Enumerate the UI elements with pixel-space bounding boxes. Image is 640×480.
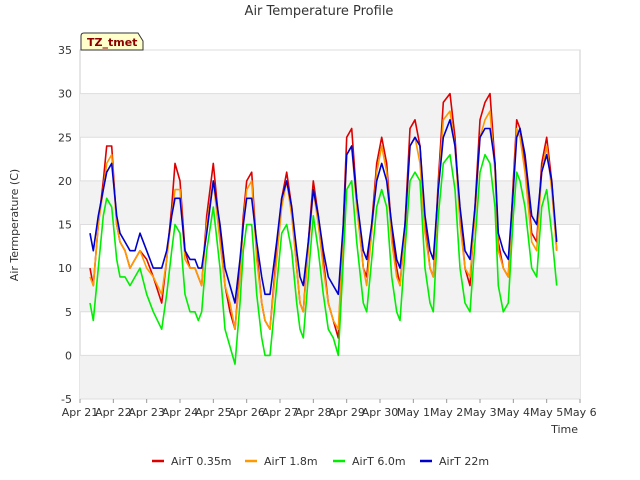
station-badge-label: TZ_tmet	[87, 36, 137, 49]
series-line-3	[89, 153, 558, 365]
x-tick-label: May 5	[530, 406, 563, 419]
y-tick-label: 25	[58, 131, 72, 144]
series-lines	[89, 92, 558, 365]
y-tick-label: 35	[58, 44, 72, 57]
legend: AirT 0.35m AirT 1.8m AirT 6.0m AirT 22m	[152, 455, 489, 468]
plot-background	[79, 49, 581, 400]
legend-item-4: AirT 22m	[420, 455, 489, 468]
grid-band	[80, 355, 580, 399]
x-tick-label: May 4	[497, 406, 530, 419]
legend-label: AirT 1.8m	[264, 455, 318, 468]
x-tick-label: Apr 22	[95, 406, 132, 419]
x-tick-label: May 2	[430, 406, 463, 419]
x-tick-label: Apr 23	[128, 406, 165, 419]
x-tick-label: Apr 21	[62, 406, 99, 419]
y-axis-ticks: -5 0 5 10 15 20 25 30 35	[58, 44, 72, 406]
x-tick-label: Apr 30	[362, 406, 399, 419]
y-tick-label: 0	[65, 349, 72, 362]
legend-label: AirT 22m	[439, 455, 489, 468]
y-tick-label: -5	[61, 393, 72, 406]
x-tick-label: Apr 25	[195, 406, 232, 419]
x-axis-label: Time	[550, 423, 578, 436]
y-tick-label: 20	[58, 175, 72, 188]
legend-item-1: AirT 0.35m	[152, 455, 232, 468]
series-line-1	[89, 92, 558, 339]
grid-band	[80, 268, 580, 312]
y-axis-label: Air Termperature (C)	[8, 169, 21, 281]
x-tick-label: May 6	[563, 406, 596, 419]
x-tick-label: Apr 26	[228, 406, 265, 419]
grid-band	[80, 180, 580, 225]
y-tick-label: 30	[58, 88, 72, 101]
legend-label: AirT 0.35m	[171, 455, 232, 468]
grid-band	[80, 93, 580, 138]
y-tick-label: 10	[58, 262, 72, 275]
y-tick-label: 5	[65, 306, 72, 319]
series-line-4	[89, 119, 558, 304]
x-tick-label: May 3	[463, 406, 496, 419]
chart-title: Air Temperature Profile	[245, 4, 394, 19]
legend-item-2: AirT 1.8m	[245, 455, 318, 468]
y-tick-label: 15	[58, 219, 72, 232]
legend-label: AirT 6.0m	[352, 455, 406, 468]
x-tick-label: May 1	[397, 406, 430, 419]
x-tick-label: Apr 28	[295, 406, 332, 419]
x-tick-label: Apr 29	[328, 406, 365, 419]
station-badge: TZ_tmet	[80, 32, 144, 51]
x-tick-label: Apr 24	[162, 406, 199, 419]
x-tick-label: Apr 27	[262, 406, 299, 419]
legend-item-3: AirT 6.0m	[333, 455, 406, 468]
